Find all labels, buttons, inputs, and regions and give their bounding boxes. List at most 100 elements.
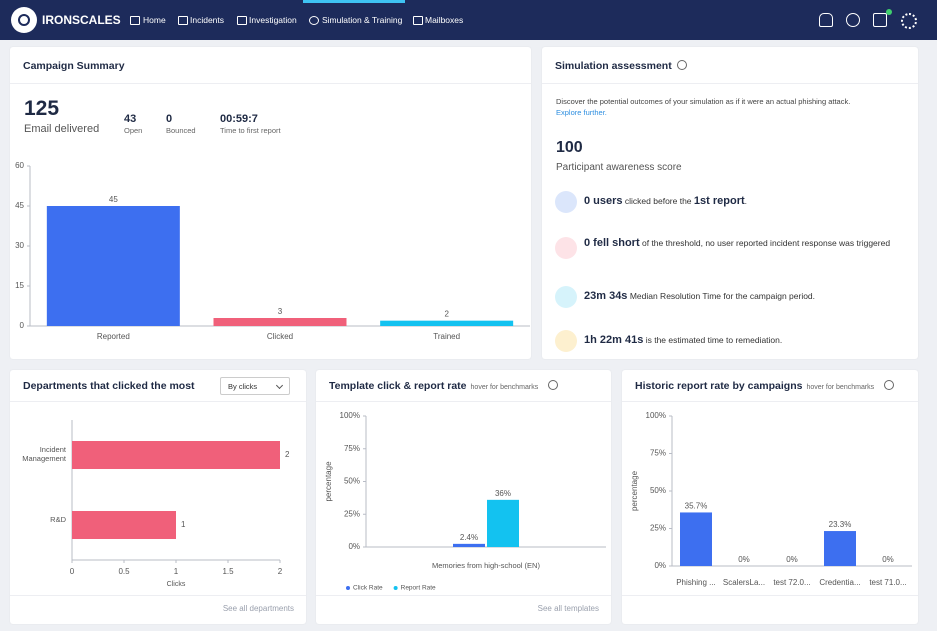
value-label: 0% [738,555,750,564]
bar [824,531,856,566]
card-title: Campaign Summary [23,60,125,72]
nav-icon [237,16,247,25]
y-tick-label: 100% [340,411,360,420]
category-label: Memories from high-school (EN) [432,561,540,570]
simulation-assessment: Simulation assessment Discover the poten… [542,47,918,359]
assessment-item: 0 users clicked before the 1st report. [584,195,904,208]
nav-icon [178,16,188,25]
nav-item[interactable]: Simulation & Training [322,15,403,25]
settings-dashboard[interactable] [873,13,887,27]
x-tick-label: test 71.0... [869,578,906,587]
brand[interactable]: IRONSCALES [42,13,121,27]
y-tick-label: 75% [344,444,360,453]
separator [10,595,306,596]
item-icon [555,286,577,308]
template-card: Template click & report rate hover for be… [316,370,611,624]
footer-link[interactable]: See all departments [222,604,294,613]
logo[interactable] [11,7,37,33]
bar [72,441,280,469]
card-title: Historic report rate by campaigns hover f… [635,380,895,392]
card-title: Template click & report rate hover for be… [329,380,559,392]
y-tick-label: 45 [15,201,24,210]
item-text: Median Resolution Time for the campaign … [629,291,816,301]
bar [680,512,712,566]
historic-chart: 0% 25% 50% 75% 100% percentage 35.7% Phishing .… [630,411,912,587]
x-tick-label: ScalersLa... [723,578,765,587]
dropdown[interactable]: By clicks [220,377,290,395]
notifications[interactable] [819,13,833,27]
hint: hover for benchmarks [470,384,539,391]
category-label-box: Incident Management [22,445,66,463]
stat-label: Bounced [166,126,196,135]
nav-icon [309,16,319,25]
stat-label: Open [124,126,143,135]
card-title: Departments that clicked the most [23,380,195,392]
x-tick-label: test 72.0... [773,578,810,587]
y-tick-label: 0% [654,561,666,570]
bar [72,511,176,539]
item-lead: 0 fell short [584,237,640,249]
departments-chart: 0 0.5 1 1.5 2 Clicks 2 Incident Management 1 R&D [22,420,290,588]
y-tick-label: 50% [344,477,360,486]
y-tick-label: 25% [650,524,666,533]
nav-item[interactable]: Mailboxes [425,15,464,25]
hint: hover for benchmarks [806,384,875,391]
delivered-count: 125 [24,97,60,120]
x-tick-label: 0 [70,567,75,576]
separator [316,401,611,402]
separator [622,595,918,596]
top-nav: IRONSCALES Home Incidents Investigation … [0,0,937,40]
bar [487,499,519,547]
title-text: Historic report rate by campaigns [635,380,803,392]
bar [453,543,485,547]
explore-link[interactable]: Explore further. [556,108,607,117]
category-label-box: R&D [50,515,66,524]
value-label: 0% [882,555,894,564]
nav-item[interactable]: Home [143,15,166,25]
stat-value: 00:59:7 [220,113,258,125]
value-label: 45 [109,195,118,204]
separator [10,401,306,402]
value-label: 36% [495,489,511,498]
active-indicator [303,0,405,3]
x-tick-label: 1.5 [222,567,234,576]
nav-item[interactable]: Investigation [249,15,297,25]
campaign-summary: Campaign Summary 125 Email delivered 43 … [10,47,531,359]
nav-icon [130,16,140,25]
value-label: 3 [278,307,283,316]
y-tick-label: 75% [650,449,666,458]
x-tick-label: 0.5 [118,567,130,576]
campaign-chart: 0 15 30 45 60 45 Reported 3 Clicked 2 Trained [15,161,530,341]
item-lead: 23m 34s [584,290,628,302]
value-label: 0% [786,555,798,564]
nav-icon [413,16,423,25]
value-label: 2 [444,310,449,319]
item-icon [555,237,577,259]
value-label: 35.7% [685,501,708,510]
value-label: 1 [181,520,186,529]
item-emphasis: 1st report [693,195,745,207]
y-tick-label: 50% [650,486,666,495]
template-chart: 0% 25% 50% 75% 100% percentage 2.4% 36% Memories… [324,411,606,592]
info-icon[interactable] [884,380,895,390]
legend-marker [393,586,398,590]
footer-link[interactable]: See all templates [537,604,599,613]
item-icon [555,191,577,213]
info-icon[interactable] [548,380,559,390]
y-axis-label: percentage [630,470,639,511]
bar [46,206,180,326]
title-text: Simulation assessment [555,60,672,72]
settings[interactable] [901,13,917,29]
title-text: Template click & report rate [329,380,467,392]
x-tick-label: Clicked [267,332,293,341]
info-icon[interactable] [676,60,687,70]
nav-item[interactable]: Incidents [190,15,225,25]
help[interactable] [846,13,860,27]
score-label: Participant awareness score [556,162,682,173]
stat-value: 43 [124,113,137,125]
y-tick-label: 30 [15,241,24,250]
score: 100 [556,139,583,156]
x-tick-label: Reported [97,332,130,341]
value-label: 2 [285,450,290,459]
legend-label: Click Rate [353,585,383,592]
